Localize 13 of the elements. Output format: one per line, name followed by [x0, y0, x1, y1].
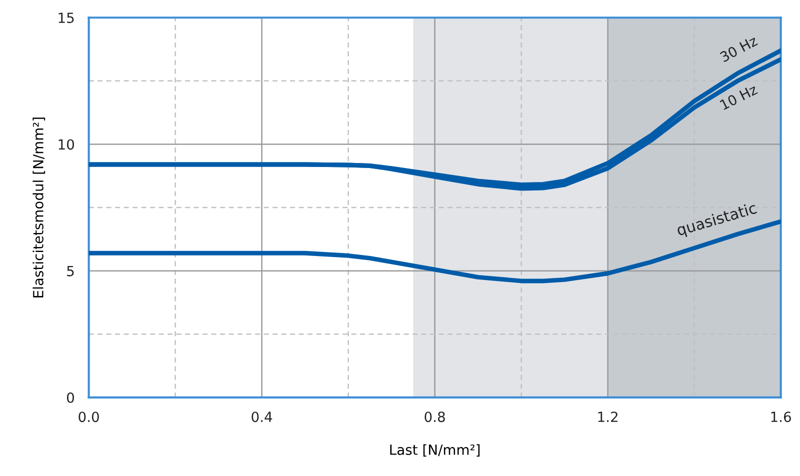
- y-tick-label: 5: [67, 266, 74, 276]
- x-tick-label: 0.8: [424, 412, 445, 422]
- x-tick-label: 1.6: [771, 412, 791, 422]
- y-tick-label: 10: [58, 139, 74, 150]
- y-tick-label: 0: [66, 392, 74, 403]
- text: 30 Hz: [719, 35, 758, 62]
- x-axis-title: Last [N/mm²]: [390, 444, 480, 457]
- y-axis-title: Elasticitetsmodul [N/mm²]: [32, 118, 46, 298]
- x-tick-label: 1.2: [598, 412, 618, 422]
- text: 10 Hz: [720, 84, 758, 110]
- x-tick-label: 0.0: [78, 412, 99, 422]
- x-tick-label: 0.4: [252, 412, 272, 422]
- y-tick-label: 15: [58, 12, 74, 24]
